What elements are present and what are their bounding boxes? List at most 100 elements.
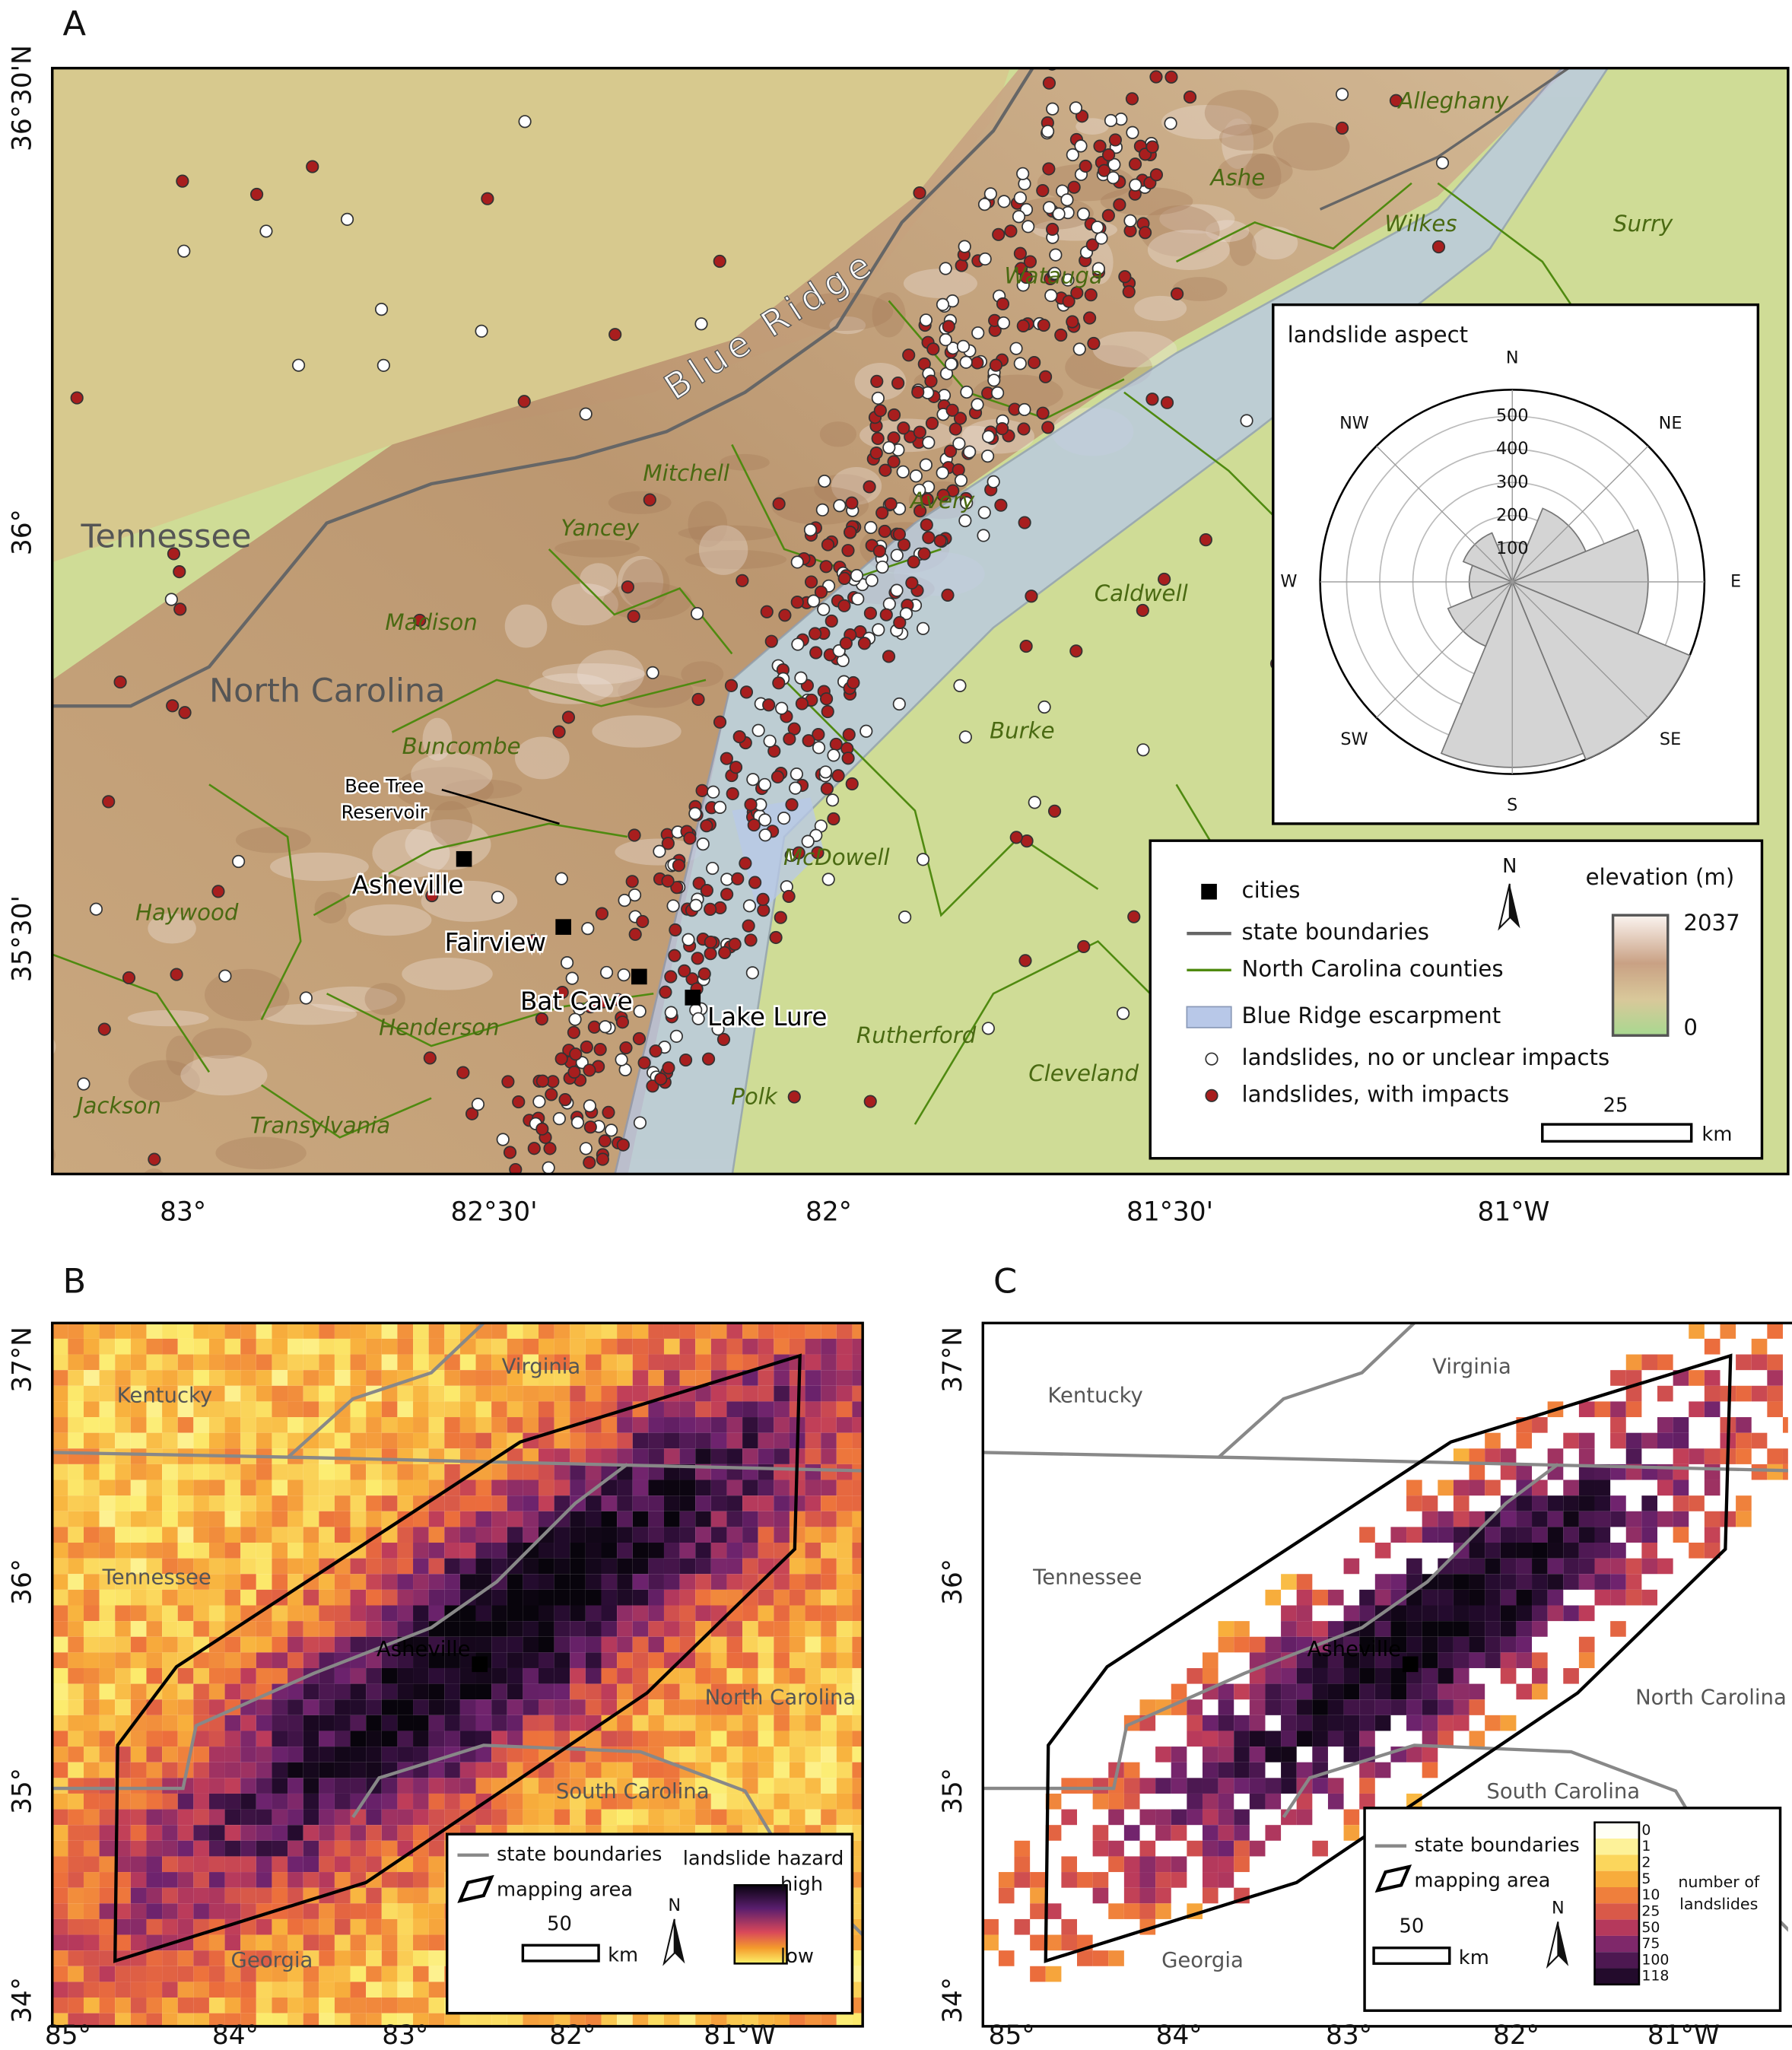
landslide-no-impact xyxy=(917,621,930,635)
hazard-cell xyxy=(413,1479,429,1496)
hazard-cell xyxy=(774,2013,790,2026)
count-cell xyxy=(1782,1448,1788,1464)
hazard-cell xyxy=(789,1338,805,1355)
hazard-cell xyxy=(774,1385,790,1402)
hazard-cell xyxy=(710,2013,727,2026)
hazard-cell xyxy=(350,1934,367,1951)
hazard-cell xyxy=(570,1479,586,1496)
hazard-cell xyxy=(83,1856,100,1873)
hazard-cell xyxy=(99,1621,116,1637)
hazard-cell xyxy=(648,1432,664,1449)
hazard-cell xyxy=(601,1574,618,1590)
landslide-impact xyxy=(863,480,876,494)
hazard-cell xyxy=(413,1417,429,1433)
hazard-cell xyxy=(428,1731,445,1747)
landslide-no-impact xyxy=(232,854,246,869)
hazard-cell xyxy=(381,1998,398,2013)
hazard-cell xyxy=(428,1918,445,1935)
count-cell xyxy=(1751,1385,1768,1402)
hazard-cell xyxy=(852,1495,863,1511)
hazard-cell xyxy=(617,1338,633,1355)
hazard-cell xyxy=(366,1762,382,1778)
hazard-cell xyxy=(224,1605,241,1622)
relief xyxy=(1218,153,1293,189)
landslide-impact xyxy=(760,605,774,618)
hazard-cell xyxy=(475,1762,492,1778)
landslide-impact xyxy=(649,1044,662,1058)
count-cell xyxy=(1139,1903,1156,1919)
relief xyxy=(402,958,493,990)
hazard-cell xyxy=(632,1636,649,1653)
landslide-impact xyxy=(1149,168,1164,182)
county-label: Avery xyxy=(909,488,975,513)
hazard-cell xyxy=(821,1809,837,1826)
landslide-no-impact xyxy=(688,806,702,821)
hazard-cell xyxy=(162,1918,178,1935)
landslide-no-impact xyxy=(1046,102,1060,116)
city-marker xyxy=(456,850,472,867)
landslide-no-impact xyxy=(1028,796,1041,809)
hazard-cell xyxy=(162,1511,178,1527)
hazard-cell xyxy=(852,1809,863,1826)
hazard-cell xyxy=(115,1338,131,1355)
count-cell xyxy=(1438,1731,1454,1747)
hazard-cell xyxy=(350,1574,367,1590)
landslide-no-impact xyxy=(664,1006,678,1019)
hazard-cell xyxy=(52,1385,68,1402)
hazard-cell xyxy=(852,1998,863,2013)
count-cell xyxy=(1422,1715,1438,1731)
leader-line xyxy=(441,788,560,825)
hazard-cell xyxy=(413,1856,429,1873)
hazard-cell xyxy=(99,2013,116,2026)
hazard-cell xyxy=(272,1574,288,1590)
count-cell xyxy=(1359,1699,1375,1715)
hazard-cell xyxy=(52,1605,68,1622)
hazard-cell xyxy=(130,1464,147,1480)
count-cell xyxy=(1061,1809,1078,1826)
hazard-cell xyxy=(758,1543,774,1559)
place-label: Georgia xyxy=(231,1948,313,1972)
count-cell xyxy=(1218,1683,1234,1700)
hazard-cell xyxy=(193,2013,209,2026)
hazard-cell xyxy=(428,1543,445,1559)
hazard-cell xyxy=(821,1762,837,1778)
hazard-cell xyxy=(789,1652,805,1668)
landslide-impact xyxy=(1083,311,1097,325)
count-cell xyxy=(1281,1778,1297,1794)
colorbar-step xyxy=(1594,1903,1639,1920)
hazard-cell xyxy=(193,1793,209,1810)
landslide-impact xyxy=(925,416,939,431)
colorbar-step xyxy=(1594,1855,1639,1871)
hazard-cell xyxy=(805,1746,821,1762)
hazard-cell xyxy=(632,1417,649,1433)
hazard-cell xyxy=(288,1385,303,1402)
landslide-impact xyxy=(837,571,851,585)
hazard-cell xyxy=(177,1667,194,1684)
landslide-impact xyxy=(509,1162,523,1174)
hazard-cell xyxy=(695,1667,711,1684)
count-cell xyxy=(1578,1527,1595,1543)
hazard-cell xyxy=(491,1636,507,1653)
landslide-impact xyxy=(1016,319,1030,332)
hazard-cell xyxy=(523,1793,539,1810)
count-cell xyxy=(1469,1448,1485,1464)
hazard-cell xyxy=(303,1370,319,1386)
count-cell xyxy=(1030,1903,1046,1919)
hazard-cell xyxy=(695,1495,711,1511)
hazard-cell xyxy=(208,1778,225,1794)
hazard-cell xyxy=(413,1825,429,1841)
county-label: McDowell xyxy=(783,844,890,870)
hazard-cell xyxy=(162,1574,178,1590)
hazard-cell xyxy=(774,1778,790,1794)
hazard-cell xyxy=(224,1527,241,1543)
hazard-cell xyxy=(350,1354,367,1371)
count-cell xyxy=(1155,1746,1171,1762)
colorbar-step xyxy=(1594,1935,1639,1953)
count-cell xyxy=(1578,1432,1595,1449)
hazard-cell xyxy=(99,1354,116,1371)
hazard-cell xyxy=(272,1417,288,1433)
landslide-no-impact xyxy=(919,313,933,327)
hazard-cell xyxy=(146,1432,163,1449)
hazard-cell xyxy=(648,1605,664,1622)
landslide-no-impact xyxy=(1164,116,1177,130)
